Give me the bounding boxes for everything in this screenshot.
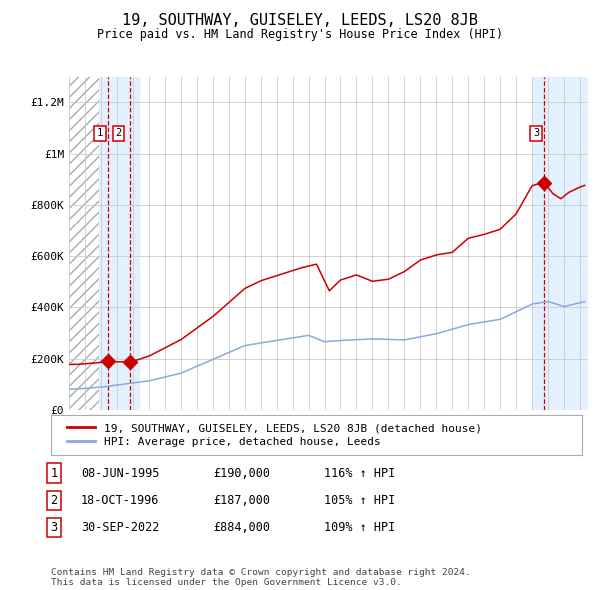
Text: 3: 3 bbox=[533, 128, 539, 138]
Text: £187,000: £187,000 bbox=[213, 494, 270, 507]
Text: 1: 1 bbox=[97, 128, 103, 138]
Text: 30-SEP-2022: 30-SEP-2022 bbox=[81, 521, 160, 534]
Text: 2: 2 bbox=[50, 494, 58, 507]
Text: £190,000: £190,000 bbox=[213, 467, 270, 480]
Legend: 19, SOUTHWAY, GUISELEY, LEEDS, LS20 8JB (detached house), HPI: Average price, de: 19, SOUTHWAY, GUISELEY, LEEDS, LS20 8JB … bbox=[62, 418, 488, 453]
Text: 18-OCT-1996: 18-OCT-1996 bbox=[81, 494, 160, 507]
Text: 3: 3 bbox=[50, 521, 58, 534]
Bar bbox=[532, 77, 588, 410]
Text: Price paid vs. HM Land Registry's House Price Index (HPI): Price paid vs. HM Land Registry's House … bbox=[97, 28, 503, 41]
Text: 19, SOUTHWAY, GUISELEY, LEEDS, LS20 8JB: 19, SOUTHWAY, GUISELEY, LEEDS, LS20 8JB bbox=[122, 13, 478, 28]
Text: 08-JUN-1995: 08-JUN-1995 bbox=[81, 467, 160, 480]
Text: 105% ↑ HPI: 105% ↑ HPI bbox=[324, 494, 395, 507]
Bar bbox=[100, 77, 139, 410]
Text: Contains HM Land Registry data © Crown copyright and database right 2024.
This d: Contains HM Land Registry data © Crown c… bbox=[51, 568, 471, 587]
Text: 116% ↑ HPI: 116% ↑ HPI bbox=[324, 467, 395, 480]
Text: 1: 1 bbox=[50, 467, 58, 480]
Text: 2: 2 bbox=[115, 128, 122, 138]
Text: £884,000: £884,000 bbox=[213, 521, 270, 534]
Text: 109% ↑ HPI: 109% ↑ HPI bbox=[324, 521, 395, 534]
